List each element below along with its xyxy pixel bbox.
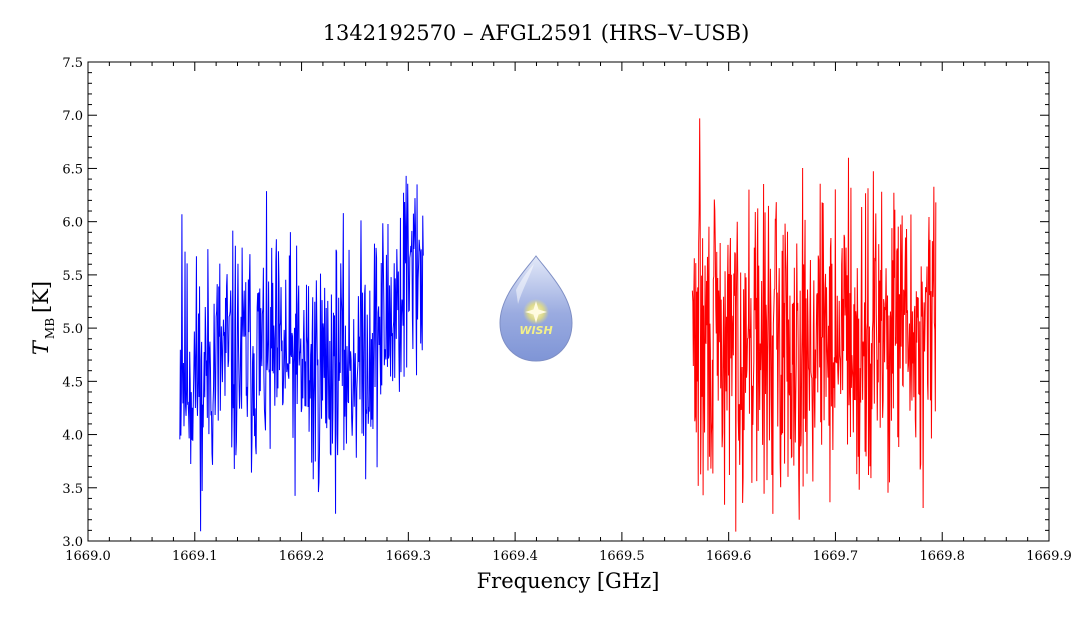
x-tick-label: 1669.3 <box>386 549 432 564</box>
x-tick-label: 1669.1 <box>172 549 218 564</box>
y-tick-label: 5.0 <box>62 322 83 337</box>
y-label-symbol: T <box>29 339 53 355</box>
chart-title: 1342192570 – AFGL2591 (HRS–V–USB) <box>323 21 750 45</box>
y-tick-label: 7.5 <box>62 56 83 71</box>
y-label-unit: [K] <box>29 281 53 313</box>
x-tick-label: 1669.5 <box>599 549 645 564</box>
y-tick-label: 4.5 <box>62 375 83 390</box>
x-tick-label: 1669.0 <box>65 549 111 564</box>
y-tick-label: 3.5 <box>62 482 83 497</box>
y-tick-label: 6.5 <box>62 162 83 177</box>
svg-text:TMB[K]: TMB [K] <box>29 281 57 355</box>
y-label-subscript: MB <box>43 318 57 339</box>
data-series <box>179 118 937 532</box>
plot-frame <box>87 61 1050 542</box>
y-tick-label: 4.0 <box>62 429 83 444</box>
series-line-1 <box>179 175 424 532</box>
x-axis-label: Frequency [GHz] <box>477 569 660 593</box>
y-axis-label: TMB [K] <box>29 281 57 355</box>
x-tick-label: 1669.7 <box>813 549 859 564</box>
x-tick-label: 1669.2 <box>279 549 325 564</box>
wish-logo-icon: WISH <box>499 255 573 362</box>
y-tick-label: 3.0 <box>62 535 83 550</box>
wish-logo-text: WISH <box>519 324 552 337</box>
y-tick-label: 5.5 <box>62 269 83 284</box>
x-tick-label: 1669.8 <box>919 549 965 564</box>
y-tick-label: 7.0 <box>62 109 83 124</box>
x-tick-label: 1669.9 <box>1026 549 1072 564</box>
x-tick-label: 1669.6 <box>706 549 752 564</box>
y-tick-label: 6.0 <box>62 216 83 231</box>
axis-ticks: 1669.0 1669.1 1669.2 1669.3 1669.4 1669.5 1669… <box>62 56 1071 564</box>
series-line-2 <box>691 118 937 532</box>
x-tick-label: 1669.4 <box>492 549 538 564</box>
